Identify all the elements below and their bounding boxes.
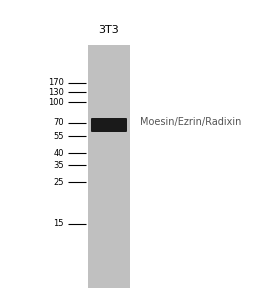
Bar <box>88 45 130 288</box>
Text: 15: 15 <box>54 219 64 228</box>
Text: 70: 70 <box>53 118 64 127</box>
Text: 55: 55 <box>54 132 64 141</box>
Text: 3T3: 3T3 <box>99 25 120 35</box>
Text: 130: 130 <box>48 88 64 97</box>
Text: 25: 25 <box>54 178 64 187</box>
Text: 100: 100 <box>48 98 64 106</box>
Text: Moesin/Ezrin/Radixin: Moesin/Ezrin/Radixin <box>140 117 242 127</box>
FancyBboxPatch shape <box>91 118 127 132</box>
Text: 170: 170 <box>48 78 64 87</box>
Text: 35: 35 <box>53 161 64 170</box>
Text: 40: 40 <box>54 148 64 158</box>
